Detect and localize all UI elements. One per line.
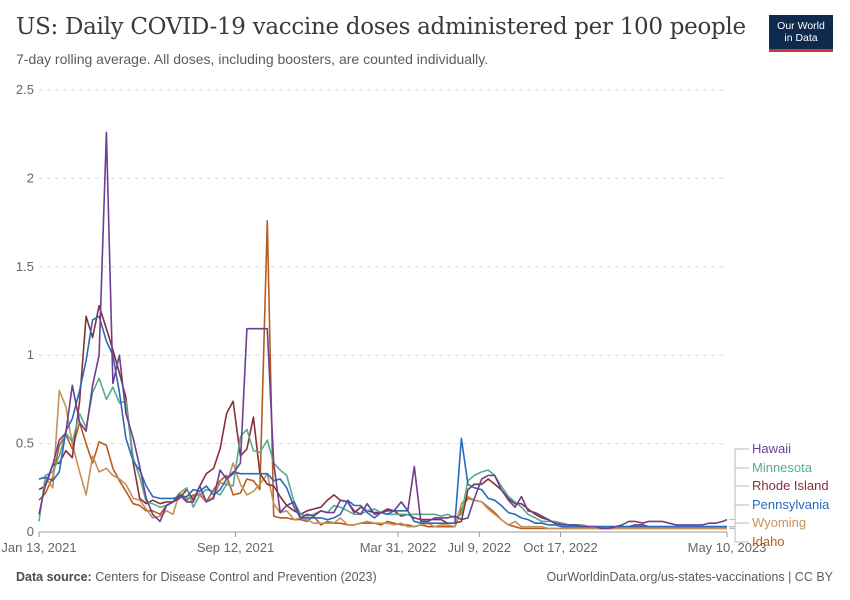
source-link[interactable]: OurWorldinData.org/us-states-vaccination… xyxy=(546,570,833,584)
y-tick-label: 1 xyxy=(27,347,34,362)
y-tick-label: 2.5 xyxy=(16,82,34,97)
y-tick-label: 1.5 xyxy=(16,259,34,274)
source-url[interactable]: OurWorldinData.org/us-states-vaccination… xyxy=(546,570,785,584)
x-tick-label: Oct 17, 2022 xyxy=(523,540,597,555)
legend-connector xyxy=(729,522,749,529)
logo-line-2: in Data xyxy=(784,32,818,44)
x-tick-label: Mar 31, 2022 xyxy=(360,540,437,555)
x-axis: Jan 13, 2021 Sep 12, 2021 Mar 31, 2022 Jul … xyxy=(1,532,766,555)
series-line-hawaii[interactable] xyxy=(38,131,728,530)
legend-connector xyxy=(729,448,749,521)
y-tick-label: 0 xyxy=(27,524,34,539)
legend-label-idaho[interactable]: Idaho xyxy=(752,534,785,549)
x-tick-label: Sep 12, 2021 xyxy=(197,540,274,555)
y-tick-label: 0.5 xyxy=(16,436,34,451)
series-lines xyxy=(38,131,728,530)
legend-label-minnesota[interactable]: Minnesota xyxy=(752,460,813,475)
series-line-pennsylvania[interactable] xyxy=(38,315,727,528)
legend: Hawaii Minnesota Rhode Island Pennsylvania W… xyxy=(729,441,830,549)
y-axis-ticks: 0 0.5 1 1.5 2 2.5 xyxy=(16,82,34,539)
x-tick-label: Jan 13, 2021 xyxy=(1,540,76,555)
x-tick-label: Jul 9, 2022 xyxy=(447,540,511,555)
y-tick-label: 2 xyxy=(27,170,34,185)
legend-label-hawaii[interactable]: Hawaii xyxy=(752,441,791,456)
license-label[interactable]: CC BY xyxy=(794,570,833,584)
legend-label-pennsylvania[interactable]: Pennsylvania xyxy=(752,497,830,512)
legend-label-wyoming[interactable]: Wyoming xyxy=(752,515,806,530)
series-line-rhode-island[interactable] xyxy=(38,304,727,528)
series-line-wyoming[interactable] xyxy=(38,389,727,530)
data-source-text: Centers for Disease Control and Preventi… xyxy=(95,570,377,584)
legend-connector xyxy=(729,504,749,528)
data-source-label: Data source: xyxy=(16,570,92,584)
owid-logo[interactable]: Our World in Data xyxy=(769,15,833,52)
chart-subtitle: 7-day rolling average. All doses, includ… xyxy=(16,51,489,67)
x-tick-label: May 10, 2023 xyxy=(688,540,767,555)
grid-lines xyxy=(39,89,727,533)
data-source: Data source: Centers for Disease Control… xyxy=(16,570,377,584)
legend-connector xyxy=(729,528,749,543)
legend-connector xyxy=(729,485,749,528)
chart-title: US: Daily COVID-19 vaccine doses adminis… xyxy=(16,14,746,40)
logo-line-1: Our World xyxy=(777,20,825,32)
legend-label-rhode-island[interactable]: Rhode Island xyxy=(752,478,829,493)
legend-connector xyxy=(729,467,749,528)
